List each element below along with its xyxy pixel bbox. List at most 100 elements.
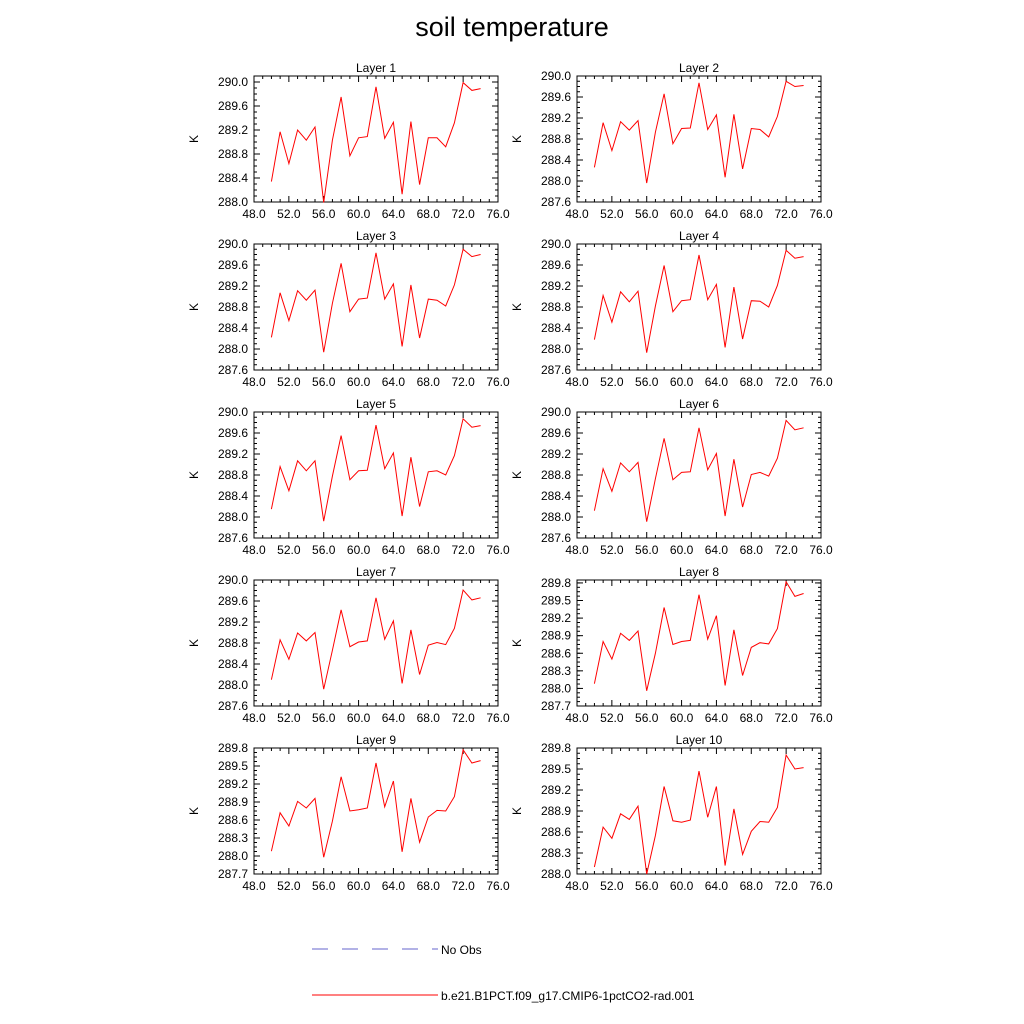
legend-label-model: b.e21.B1PCT.f09_g17.CMIP6-1pctCO2-rad.00… [441, 989, 695, 1003]
panel-title: Layer 2 [679, 61, 719, 75]
x-tick-label: 72.0 [774, 207, 798, 221]
y-tick-label: 287.6 [218, 699, 248, 713]
chart-panel-6: Layer 6 K 48.0 52.0 56.0 60.0 64.0 68.0 72.0 76.0… [510, 397, 833, 557]
x-tick-label: 64.0 [382, 879, 406, 893]
series-line [270, 417, 481, 522]
chart-panel-9: Layer 9 K 48.0 52.0 56.0 60.0 64.0 68.0 72.0 76.0… [187, 733, 510, 893]
x-tick-label: 68.0 [740, 375, 764, 389]
y-tick-label: 288.8 [541, 300, 571, 314]
plot-frame [576, 243, 822, 371]
x-tick-label: 48.0 [242, 711, 266, 725]
x-tick-label: 68.0 [740, 207, 764, 221]
y-tick-label: 288.8 [218, 300, 248, 314]
x-tick-label: 68.0 [740, 879, 764, 893]
y-axis-label: K [510, 807, 524, 815]
y-tick-label: 289.8 [541, 576, 571, 590]
chart-panel-1: Layer 1 K 48.0 52.0 56.0 60.0 64.0 68.0 72.0 76.0… [187, 61, 510, 221]
x-tick-label: 48.0 [565, 879, 589, 893]
x-tick-label: 52.0 [277, 207, 301, 221]
y-axis-label: K [510, 471, 524, 479]
y-tick-label: 289.8 [541, 741, 571, 755]
chart-panel-5: Layer 5 K 48.0 52.0 56.0 60.0 64.0 68.0 72.0 76.0… [187, 397, 510, 557]
series-line [270, 588, 481, 690]
y-axis-label: K [510, 135, 524, 143]
x-tick-label: 48.0 [242, 543, 266, 557]
x-tick-label: 52.0 [277, 375, 301, 389]
x-tick-label: 48.0 [565, 711, 589, 725]
x-tick-label: 76.0 [486, 711, 510, 725]
x-tick-label: 48.0 [242, 375, 266, 389]
x-tick-label: 64.0 [705, 543, 729, 557]
y-tick-label: 287.7 [218, 867, 248, 881]
chart-panel-8: Layer 8 K 48.0 52.0 56.0 60.0 64.0 68.0 72.0 76.0… [510, 565, 833, 725]
y-tick-label: 289.2 [541, 279, 571, 293]
x-tick-label: 56.0 [312, 879, 336, 893]
x-tick-label: 72.0 [451, 711, 475, 725]
y-tick-label: 289.2 [541, 611, 571, 625]
y-tick-label: 289.2 [541, 783, 571, 797]
y-tick-label: 288.0 [541, 867, 571, 881]
x-tick-label: 48.0 [565, 375, 589, 389]
y-tick-label: 289.6 [541, 426, 571, 440]
panel-title: Layer 5 [356, 397, 396, 411]
y-tick-label: 288.0 [541, 342, 571, 356]
y-tick-label: 289.6 [218, 258, 248, 272]
plot-frame [253, 411, 499, 539]
y-tick-label: 288.4 [541, 321, 571, 335]
x-tick-label: 76.0 [809, 879, 833, 893]
x-tick-label: 60.0 [670, 711, 694, 725]
y-axis-label: K [187, 807, 201, 815]
y-tick-label: 290.0 [218, 573, 248, 587]
y-axis-label: K [510, 639, 524, 647]
x-tick-label: 68.0 [417, 879, 441, 893]
x-tick-label: 60.0 [670, 375, 694, 389]
y-tick-label: 288.0 [218, 342, 248, 356]
chart-panel-2: Layer 2 K 48.0 52.0 56.0 60.0 64.0 68.0 72.0 76.0… [510, 61, 833, 221]
x-tick-label: 68.0 [417, 543, 441, 557]
x-tick-label: 52.0 [600, 543, 624, 557]
y-tick-label: 289.6 [218, 594, 248, 608]
y-axis-label: K [187, 303, 201, 311]
y-tick-label: 289.2 [218, 777, 248, 791]
series-line [593, 80, 804, 184]
panel-title: Layer 4 [679, 229, 719, 243]
x-tick-label: 56.0 [312, 207, 336, 221]
x-tick-label: 60.0 [347, 879, 371, 893]
y-tick-label: 288.8 [541, 468, 571, 482]
y-tick-label: 289.2 [541, 447, 571, 461]
y-tick-label: 290.0 [218, 75, 248, 89]
x-tick-label: 68.0 [740, 711, 764, 725]
y-tick-label: 290.0 [541, 69, 571, 83]
y-tick-label: 290.0 [218, 405, 248, 419]
legend-label-no-obs: No Obs [441, 943, 482, 957]
series-line [593, 753, 804, 875]
y-tick-label: 289.6 [541, 258, 571, 272]
y-tick-label: 288.3 [541, 846, 571, 860]
x-tick-label: 68.0 [417, 207, 441, 221]
panel-title: Layer 3 [356, 229, 396, 243]
chart-panel-3: Layer 3 K 48.0 52.0 56.0 60.0 64.0 68.0 72.0 76.0… [187, 229, 510, 389]
y-tick-label: 289.2 [218, 123, 248, 137]
y-tick-label: 289.2 [218, 279, 248, 293]
figure-title: soil temperature [415, 12, 609, 42]
x-tick-label: 52.0 [277, 879, 301, 893]
x-tick-label: 60.0 [670, 879, 694, 893]
y-tick-label: 287.6 [218, 531, 248, 545]
y-tick-label: 288.8 [218, 636, 248, 650]
x-tick-label: 56.0 [635, 543, 659, 557]
x-tick-label: 52.0 [600, 879, 624, 893]
y-tick-label: 288.6 [541, 646, 571, 660]
x-tick-label: 56.0 [312, 711, 336, 725]
x-tick-label: 52.0 [600, 207, 624, 221]
x-tick-label: 68.0 [417, 375, 441, 389]
x-tick-label: 72.0 [451, 543, 475, 557]
y-tick-label: 290.0 [541, 405, 571, 419]
y-tick-label: 288.9 [218, 795, 248, 809]
x-tick-label: 56.0 [635, 711, 659, 725]
y-tick-label: 288.9 [541, 804, 571, 818]
y-tick-label: 289.2 [218, 615, 248, 629]
y-tick-label: 288.3 [541, 664, 571, 678]
y-tick-label: 288.0 [218, 510, 248, 524]
x-tick-label: 52.0 [600, 375, 624, 389]
